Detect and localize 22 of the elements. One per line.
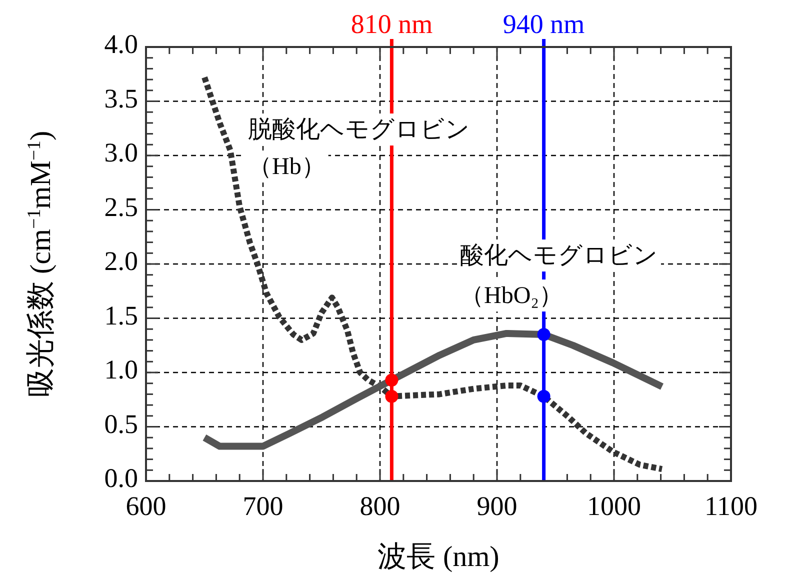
x-tick-label: 800 bbox=[360, 491, 400, 521]
x-tick-label: 1100 bbox=[704, 491, 758, 521]
x-tick-label: 1000 bbox=[587, 491, 641, 521]
y-tick-label: 0.0 bbox=[104, 463, 138, 494]
x-tick-label: 600 bbox=[126, 491, 166, 521]
annotation: 脱酸化ヘモグロビン bbox=[248, 116, 470, 143]
x-axis-title: 波長 (nm) bbox=[378, 541, 500, 573]
y-tick-label: 2.0 bbox=[104, 246, 138, 276]
ref-line-label: 940 nm bbox=[502, 9, 585, 39]
y-tick-label: 1.0 bbox=[104, 354, 138, 385]
y-tick-label: 1.5 bbox=[104, 300, 138, 330]
annotation: （HbO₂） bbox=[460, 282, 564, 309]
annotation: 酸化ヘモグロビン bbox=[460, 242, 658, 269]
y-tick-label: 0.5 bbox=[104, 408, 138, 439]
y-tick-label: 3.0 bbox=[104, 138, 138, 168]
x-tick-label: 700 bbox=[242, 491, 284, 521]
y-tick-label: 3.5 bbox=[104, 83, 138, 114]
ref-line-label: 810 nm bbox=[350, 9, 433, 39]
annotation: （Hb） bbox=[248, 154, 326, 180]
x-tick-label: 900 bbox=[476, 491, 518, 521]
y-tick-label: 2.5 bbox=[104, 192, 138, 222]
y-tick-label: 4.0 bbox=[104, 29, 138, 60]
